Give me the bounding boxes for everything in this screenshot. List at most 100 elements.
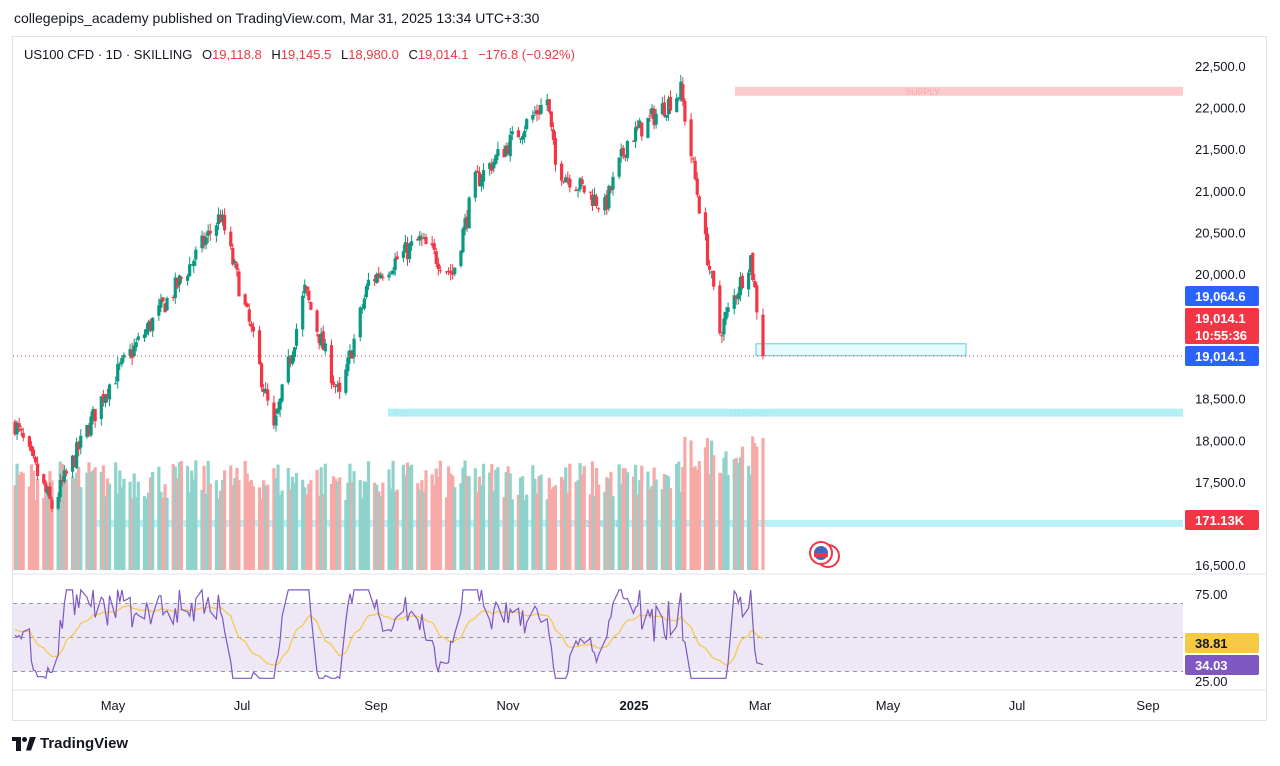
candle-body (60, 479, 64, 482)
volume-bar (465, 475, 469, 570)
volume-bar (535, 493, 539, 570)
volume-bar (245, 473, 249, 570)
candle-body (504, 145, 508, 156)
candle-body (438, 270, 442, 272)
volume-bar (531, 465, 535, 570)
volume-bar (231, 485, 235, 570)
volume-badge: 171.13K (1185, 510, 1259, 530)
candle-body (668, 97, 673, 111)
volume-bar (578, 463, 582, 570)
low-value: 18,980.0 (348, 47, 399, 62)
volume-bar (631, 476, 636, 570)
candle-body (303, 284, 307, 294)
candle-body (360, 308, 364, 310)
rsi-tick-label: 25.00 (1195, 674, 1228, 689)
y-tick-label: 20,000.0 (1195, 267, 1246, 282)
volume-bar (329, 483, 334, 570)
candle-body (403, 242, 408, 253)
volume-bar (588, 494, 592, 570)
candle-body (58, 480, 62, 498)
volume-bar (262, 480, 266, 570)
candle-body (77, 441, 81, 450)
y-tick-label: 18,500.0 (1195, 392, 1246, 407)
volume-bar (344, 499, 348, 570)
candle-body (424, 236, 428, 245)
candle-body (245, 303, 249, 307)
volume-bar (36, 479, 40, 570)
volume-bar (206, 460, 210, 570)
candle-body (691, 158, 695, 160)
candle-body (410, 241, 414, 246)
volume-bar (580, 474, 584, 570)
candle-body (48, 486, 52, 499)
candle-body (605, 195, 609, 210)
x-tick-label: Jul (234, 698, 251, 713)
candle-body (492, 161, 496, 169)
candle-body (64, 471, 68, 474)
volume-bar (660, 489, 664, 570)
volume-bar (276, 464, 280, 570)
volume-bar (130, 498, 134, 570)
candle-body (350, 351, 354, 359)
candle-body (666, 98, 671, 115)
volume-bar (695, 469, 699, 570)
ask-price-badge-bg (1185, 286, 1259, 306)
candle-body (202, 236, 206, 246)
candle-body (568, 178, 572, 188)
candle-body (451, 271, 455, 275)
candle-body (724, 312, 728, 320)
volume-bar (611, 496, 615, 570)
candle-body (640, 122, 644, 137)
candle-body (490, 164, 494, 171)
volume-bar (358, 480, 362, 570)
candle-body (338, 382, 342, 392)
volume-bar (675, 463, 679, 570)
volume-bar (29, 464, 34, 570)
tradingview-logo[interactable]: TradingView (12, 735, 128, 752)
volume-bar (502, 497, 506, 570)
volume-bar (391, 460, 395, 570)
volume-bar (451, 475, 455, 570)
volume-bar (607, 478, 611, 570)
candle-body (116, 364, 120, 382)
volume-bar (510, 499, 514, 570)
candle-body (200, 235, 204, 249)
volume-bar (216, 498, 221, 570)
x-tick-label: 2025 (620, 698, 649, 713)
volume-bar (264, 485, 268, 570)
candle-body (518, 138, 523, 140)
volume-bar (623, 468, 627, 570)
candle-body (223, 214, 227, 231)
candle-body (142, 334, 147, 339)
candle-body (467, 197, 471, 229)
volume-bar (689, 440, 693, 570)
candle-body (36, 463, 40, 476)
volume-bar (638, 480, 642, 570)
volume-bar (186, 465, 190, 570)
candle-body (214, 225, 218, 236)
volume-bar (492, 491, 496, 570)
candle-body (475, 170, 479, 173)
volume-bar (48, 471, 52, 570)
volume-bar (467, 476, 471, 570)
candle-body (677, 97, 681, 99)
volume-bar (200, 489, 204, 570)
volume-bar (697, 461, 701, 570)
volume-bar (494, 469, 498, 570)
candle-body (551, 129, 555, 140)
volume-bar (666, 476, 671, 570)
volume-bar (710, 440, 714, 570)
volume-bar (488, 472, 492, 570)
candle-body (545, 99, 549, 106)
volume-bar (243, 460, 247, 570)
candle-body (592, 194, 597, 206)
volume-bar (79, 487, 83, 570)
candle-body (395, 256, 399, 260)
volume-bar (122, 478, 126, 570)
volume-bar (93, 467, 97, 570)
candle-body (151, 317, 155, 332)
volume-bar (734, 457, 738, 570)
volume-bar (157, 466, 161, 570)
candle-body (294, 328, 299, 346)
